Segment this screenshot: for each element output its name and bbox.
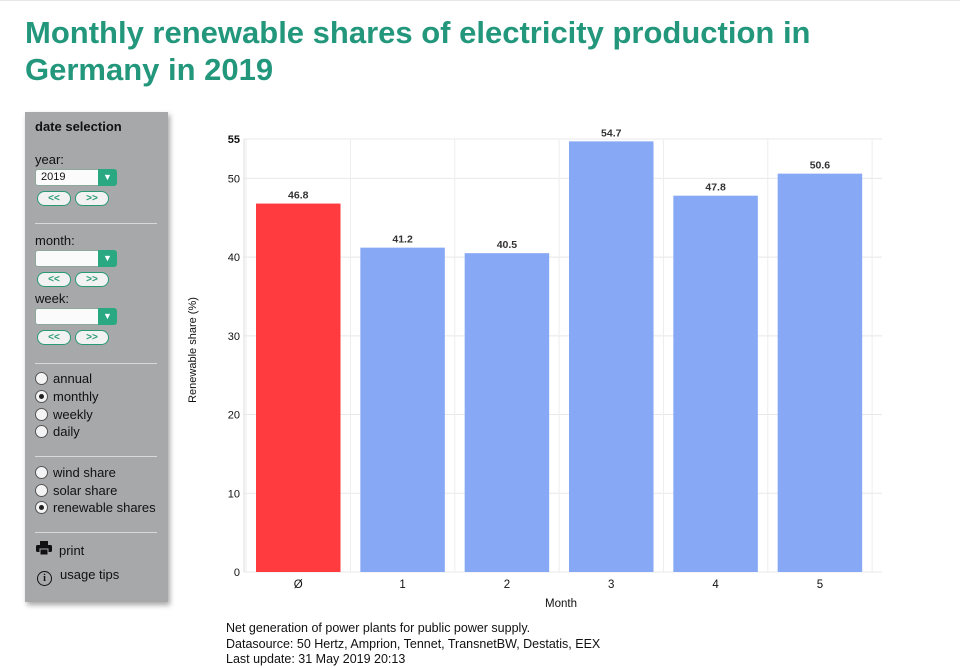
year-select[interactable]: 2019 ▼ — [35, 169, 117, 186]
usage-tips-label: usage tips — [60, 567, 120, 582]
week-label: week: — [35, 291, 69, 306]
month-select[interactable]: ▼ — [35, 250, 117, 267]
divider — [35, 223, 157, 224]
year-prev-button[interactable]: << — [37, 191, 71, 206]
year-next-button[interactable]: >> — [75, 191, 109, 206]
bar-average[interactable] — [256, 203, 341, 572]
year-select-value: 2019 — [41, 171, 66, 183]
bar-month-1[interactable] — [360, 247, 445, 573]
radio-monthly-label: monthly — [53, 389, 99, 404]
y-tick-label: 40 — [228, 252, 240, 264]
bar-value-label: 50.6 — [810, 160, 831, 172]
week-prev-button[interactable]: << — [37, 330, 71, 345]
radio-annual[interactable]: annual — [35, 371, 92, 388]
radio-solar-share-label: solar share — [53, 483, 118, 498]
divider — [35, 363, 157, 364]
divider — [35, 456, 157, 457]
month-prev-button[interactable]: << — [37, 272, 71, 287]
date-selection-heading: date selection — [35, 119, 122, 134]
y-tick-label: 50 — [228, 173, 240, 185]
radio-solar-share-indicator[interactable] — [35, 484, 48, 497]
footer-notes: Net generation of power plants for publi… — [226, 621, 600, 668]
bar-value-label: 54.7 — [601, 127, 622, 139]
page-title: Monthly renewable shares of electricity … — [25, 15, 811, 87]
month-label: month: — [35, 233, 75, 248]
bar-month-3[interactable] — [569, 141, 654, 572]
radio-weekly-label: weekly — [53, 407, 93, 422]
chevron-down-icon: ▼ — [98, 308, 117, 325]
week-next-button[interactable]: >> — [75, 330, 109, 345]
footer-line-2: Datasource: 50 Hertz, Amprion, Tennet, T… — [226, 636, 601, 651]
bar-value-label: 40.5 — [497, 239, 518, 251]
month-next-button[interactable]: >> — [75, 272, 109, 287]
y-tick-label: 20 — [228, 410, 240, 422]
y-tick-label: 0 — [234, 567, 240, 579]
bar-month-5[interactable] — [777, 173, 863, 572]
radio-annual-indicator[interactable] — [35, 372, 48, 385]
divider — [35, 532, 157, 533]
info-icon: i — [37, 571, 52, 586]
radio-renewable-shares[interactable]: renewable shares — [35, 500, 156, 517]
footer-line-1: Net generation of power plants for publi… — [226, 621, 531, 635]
radio-renewable-shares-indicator[interactable] — [35, 501, 48, 514]
x-tick-label: Ø — [294, 579, 303, 591]
print-label: print — [59, 543, 85, 558]
radio-monthly[interactable]: monthly — [35, 389, 99, 406]
radio-weekly[interactable]: weekly — [35, 407, 93, 424]
x-tick-label: 3 — [608, 579, 614, 591]
radio-wind-share-indicator[interactable] — [35, 466, 48, 479]
chevron-down-icon: ▼ — [98, 250, 117, 267]
top-border — [0, 0, 960, 1]
footer-line-3: Last update: 31 May 2019 20:13 — [226, 652, 406, 666]
y-tick-label: 55 — [228, 134, 240, 146]
x-tick-label: 5 — [817, 579, 823, 591]
radio-daily-label: daily — [53, 424, 80, 439]
usage-tips-button[interactable]: i usage tips — [35, 567, 119, 586]
print-button[interactable]: print — [35, 541, 84, 558]
radio-renewable-shares-label: renewable shares — [53, 500, 156, 515]
y-tick-label: 10 — [228, 488, 240, 500]
x-axis-label: Month — [545, 598, 577, 610]
bar-value-label: 41.2 — [392, 234, 413, 246]
radio-wind-share[interactable]: wind share — [35, 465, 116, 482]
radio-annual-label: annual — [53, 371, 93, 386]
x-tick-label: 1 — [399, 579, 405, 591]
y-axis-label: Renewable share (%) — [187, 297, 199, 403]
radio-wind-share-label: wind share — [53, 465, 116, 480]
radio-daily[interactable]: daily — [35, 424, 80, 441]
radio-solar-share[interactable]: solar share — [35, 483, 117, 500]
renewable-share-chart: 0 10 20 30 40 50 55 46.8 Ø 41.2 1 40.5 2 54.7 3 47.8 4 50… — [187, 127, 882, 610]
radio-daily-indicator[interactable] — [35, 425, 48, 438]
bar-month-2[interactable] — [464, 253, 550, 572]
radio-weekly-indicator[interactable] — [35, 408, 48, 421]
x-tick-label: 2 — [504, 579, 510, 591]
bar-value-label: 46.8 — [288, 190, 309, 202]
chevron-down-icon: ▼ — [98, 169, 117, 186]
radio-monthly-indicator[interactable] — [35, 390, 48, 403]
year-label: year: — [35, 152, 64, 167]
bar-value-label: 47.8 — [705, 182, 726, 194]
date-selection-panel: date selection year: 2019 ▼ << >> month:… — [25, 112, 168, 602]
printer-icon — [35, 541, 53, 558]
x-tick-label: 4 — [712, 579, 719, 591]
week-select[interactable]: ▼ — [35, 308, 117, 325]
bar-month-4[interactable] — [673, 195, 758, 572]
y-tick-label: 30 — [228, 331, 240, 343]
